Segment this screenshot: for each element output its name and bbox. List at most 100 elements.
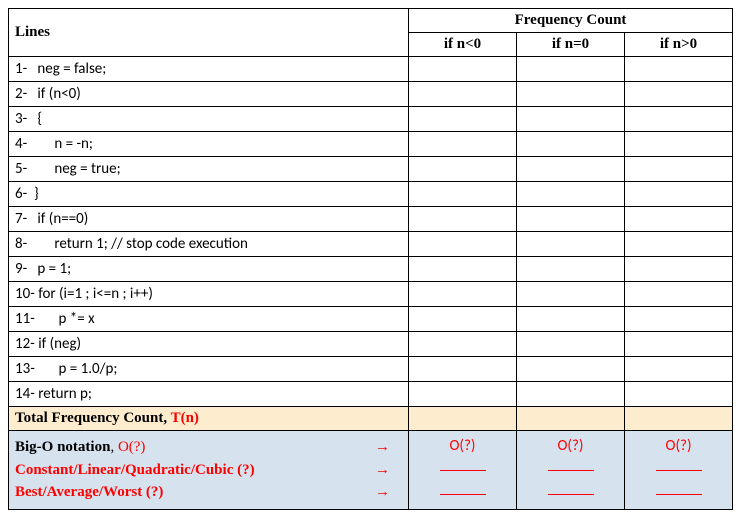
bigo-line-1: Big-O notation, O(?) → [15,436,402,459]
freq-cell [625,207,733,232]
total-cell [517,407,625,431]
freq-cell [409,157,517,182]
freq-cell [409,207,517,232]
code-row: 8- return 1; // stop code execution [9,232,733,257]
freq-cell [517,57,625,82]
code-row: 14- return p; [9,382,733,407]
code-line: 3- { [9,107,409,132]
freq-cell [409,82,517,107]
freq-cell [517,82,625,107]
code-line: 5- neg = true; [9,157,409,182]
bigo-complexity-label: Constant/Linear/Quadratic/Cubic (?) [15,459,255,482]
freq-cell [517,107,625,132]
freq-cell [625,257,733,282]
freq-cell [409,132,517,157]
freq-cell [625,57,733,82]
header-frequency: Frequency Count [409,9,733,33]
bigo-oq: O(?) [450,437,476,455]
arrow-icon: → [375,481,390,504]
code-line: 10- for (i=1 ; i<=n ; i++) [9,282,409,307]
freq-cell [517,207,625,232]
code-line: 4- n = -n; [9,132,409,157]
total-text-a: Total Frequency Count, [15,410,171,426]
total-cell [409,407,517,431]
col-n-eq-0: if n=0 [517,33,625,57]
blank-line [440,494,486,495]
bigo-line-3: Best/Average/Worst (?) → [15,481,402,504]
freq-cell [517,382,625,407]
code-row: 12- if (neg) [9,332,733,357]
code-line: 14- return p; [9,382,409,407]
col-n-gt-0: if n>0 [625,33,733,57]
freq-cell [625,382,733,407]
freq-cell [409,57,517,82]
total-text-b: T(n) [171,410,199,426]
code-row: 7- if (n==0) [9,207,733,232]
bigo-oq: O(?) [558,437,584,455]
blank-line [440,470,486,471]
blank-line [656,494,702,495]
col-n-lt-0: if n<0 [409,33,517,57]
freq-cell [409,282,517,307]
freq-cell [517,232,625,257]
freq-cell [625,157,733,182]
total-cell [625,407,733,431]
header-row-1: Lines Frequency Count [9,9,733,33]
bigo-answer-cell: O(?) [517,431,625,510]
code-line: 11- p *= x [9,307,409,332]
code-row: 5- neg = true; [9,157,733,182]
code-row: 11- p *= x [9,307,733,332]
code-row: 1- neg = false; [9,57,733,82]
code-line: 12- if (neg) [9,332,409,357]
code-row: 13- p = 1.0/p; [9,357,733,382]
freq-cell [409,357,517,382]
code-row: 10- for (i=1 ; i<=n ; i++) [9,282,733,307]
freq-cell [517,182,625,207]
code-line: 13- p = 1.0/p; [9,357,409,382]
total-label: Total Frequency Count, T(n) [9,407,409,431]
blank-line [656,470,702,471]
freq-cell [625,82,733,107]
freq-cell [517,307,625,332]
code-row: 6- } [9,182,733,207]
frequency-table: Lines Frequency Count if n<0 if n=0 if n… [8,8,733,510]
bigo-label-b: , [110,439,118,455]
bigo-left-cell: Big-O notation, O(?) → Constant/Linear/Q… [9,431,409,510]
arrow-icon: → [375,459,390,482]
code-line: 6- } [9,182,409,207]
bigo-line-2: Constant/Linear/Quadratic/Cubic (?) → [15,459,402,482]
freq-cell [625,107,733,132]
freq-cell [625,357,733,382]
code-line: 9- p = 1; [9,257,409,282]
freq-cell [517,257,625,282]
code-row: 3- { [9,107,733,132]
freq-cell [517,332,625,357]
freq-cell [625,182,733,207]
code-row: 4- n = -n; [9,132,733,157]
freq-cell [625,282,733,307]
code-line: 2- if (n<0) [9,82,409,107]
freq-cell [625,132,733,157]
code-line: 8- return 1; // stop code execution [9,232,409,257]
freq-cell [409,257,517,282]
freq-cell [409,107,517,132]
bigo-oq: O(?) [666,437,692,455]
freq-cell [409,182,517,207]
arrow-icon: → [375,436,390,459]
freq-cell [625,232,733,257]
bigo-answer-cell: O(?) [409,431,517,510]
bigo-row: Big-O notation, O(?) → Constant/Linear/Q… [9,431,733,510]
code-row: 2- if (n<0) [9,82,733,107]
bigo-case-label: Best/Average/Worst (?) [15,481,163,504]
blank-line [548,470,594,471]
header-lines: Lines [9,9,409,57]
freq-cell [409,232,517,257]
freq-cell [625,307,733,332]
bigo-label-c: O(?) [118,439,145,455]
freq-cell [517,282,625,307]
freq-cell [517,357,625,382]
freq-cell [409,332,517,357]
code-line: 1- neg = false; [9,57,409,82]
freq-cell [517,157,625,182]
code-line: 7- if (n==0) [9,207,409,232]
